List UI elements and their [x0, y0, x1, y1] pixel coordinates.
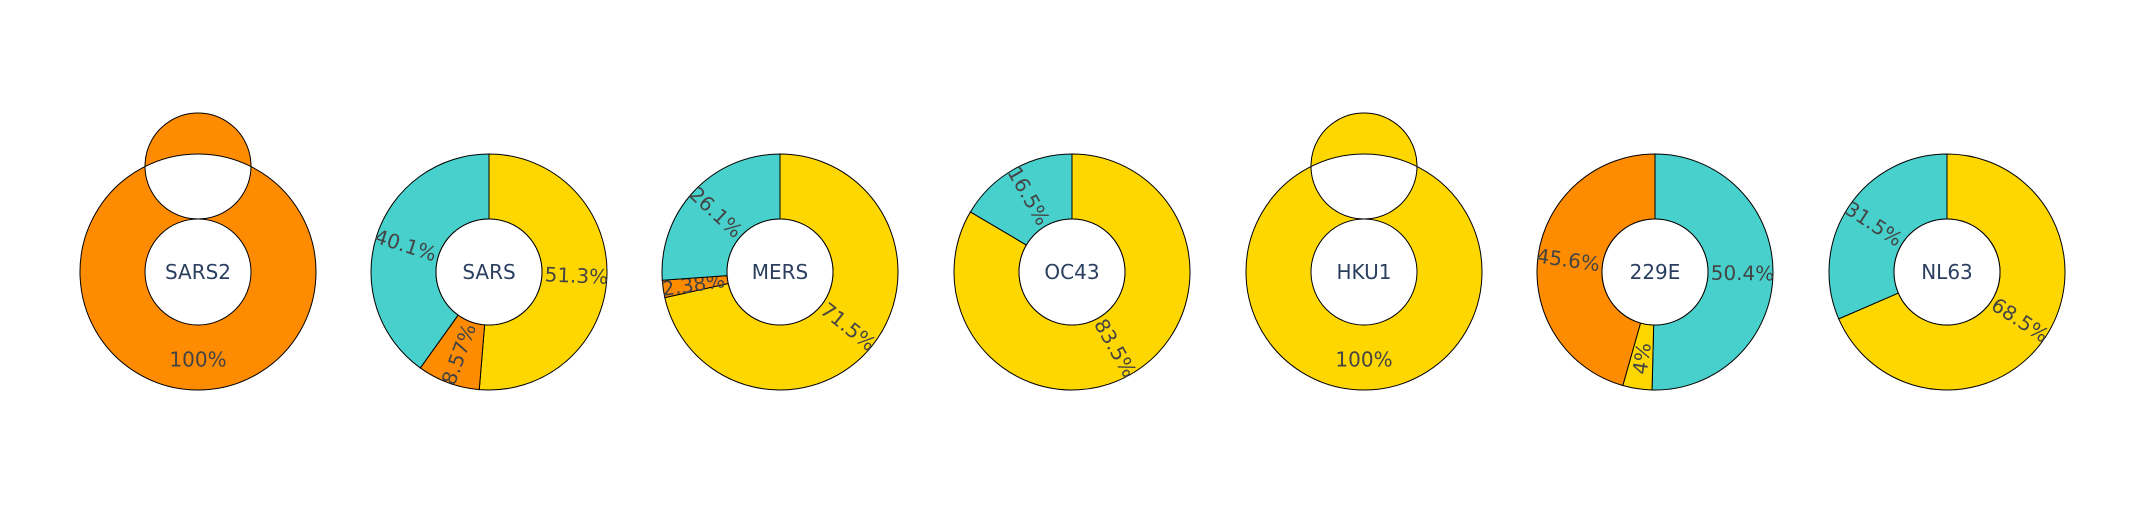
donut-0: 100% SARS2 — [79, 112, 317, 391]
donut-2-hole — [726, 218, 834, 326]
donut-3: 83.5%16.5%OC43 — [953, 153, 1191, 391]
donut-6-hole — [1893, 218, 2001, 326]
donut-5-hole — [1601, 218, 1709, 326]
donut-5-slice-label-0: 50.4% — [1711, 261, 1775, 286]
donut-2: 71.5%2.38%26.1%MERS — [660, 153, 899, 391]
donut-3-center-label: OC43 — [1044, 260, 1099, 284]
donut-4-center-label: HKU1 — [1337, 260, 1392, 284]
donut-4-slice-label-0: 100% — [1335, 348, 1392, 372]
donut-6-center-label: NL63 — [1921, 260, 1973, 284]
donut-3-hole — [1018, 218, 1126, 326]
donut-0-slice-label-0: 100% — [169, 348, 226, 372]
donut-4-hole — [1310, 218, 1418, 326]
donut-5: 50.4%4%45.6% 229E — [1535, 153, 1775, 391]
donut-1-center-label: SARS — [462, 260, 515, 284]
donut-0-center-label: SARS2 — [165, 260, 231, 284]
donut-6: 68.5%31.5%NL63 — [1828, 153, 2066, 391]
donut-1-slice-label-0: 51.3% — [544, 262, 608, 289]
donut-1-hole — [435, 218, 543, 326]
donut-5-center-label: 229E — [1630, 260, 1681, 284]
donut-2-center-label: MERS — [752, 260, 808, 284]
donut-0-hole — [144, 218, 252, 326]
donut-1: 51.3%8.57%40.1%SARS — [370, 153, 609, 391]
donut-4: 100% HKU1 — [1245, 112, 1483, 391]
